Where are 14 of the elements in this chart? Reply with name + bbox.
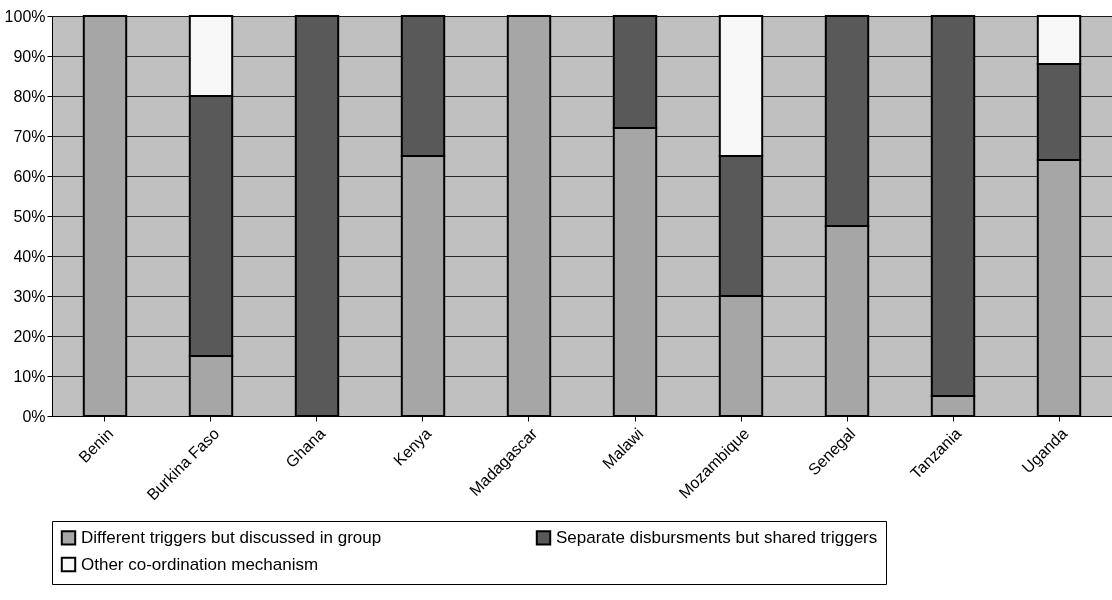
y-tick-label: 70% <box>13 127 46 145</box>
y-tick-label: 40% <box>13 247 46 265</box>
legend-label: Separate disbursments but shared triggers <box>556 527 878 547</box>
y-tick-label: 90% <box>13 47 46 65</box>
y-tick-label: 60% <box>13 167 46 185</box>
legend-label: Other co-ordination mechanism <box>81 554 319 574</box>
y-tick-label: 100% <box>4 7 46 25</box>
y-tick-label: 10% <box>13 367 46 385</box>
y-tick-label: 50% <box>13 207 46 225</box>
y-tick-label: 30% <box>13 287 46 305</box>
y-tick-label: 0% <box>22 407 46 425</box>
y-tick-label: 20% <box>13 327 46 345</box>
legend-label: Different triggers but discussed in group <box>81 527 382 547</box>
y-tick-label: 80% <box>13 87 46 105</box>
